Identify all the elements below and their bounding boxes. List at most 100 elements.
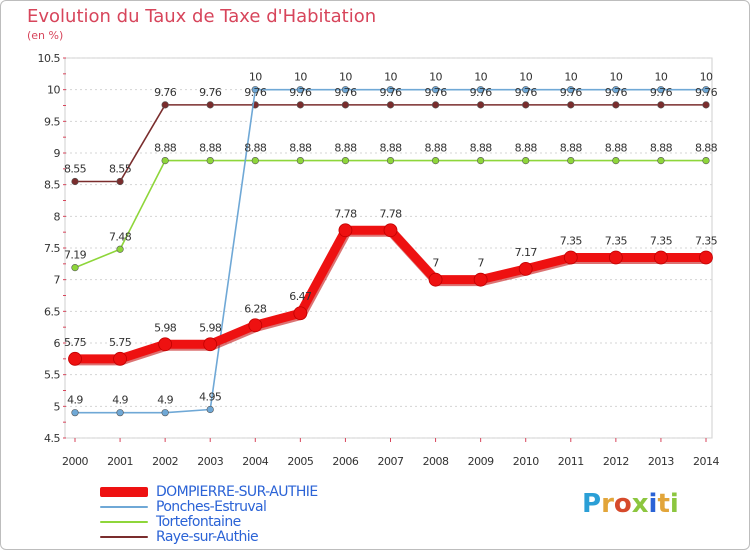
data-point [71, 264, 79, 272]
data-label: 7.48 [109, 230, 132, 243]
data-point [702, 157, 710, 165]
data-point [116, 245, 124, 253]
data-point [161, 157, 169, 165]
data-label: 5.98 [154, 321, 177, 334]
data-label: 8.88 [425, 142, 448, 155]
logo-letter: i [648, 489, 658, 519]
data-label: 8.88 [199, 142, 222, 155]
data-label: 5.75 [109, 336, 132, 349]
data-point [341, 101, 350, 109]
data-label: 10 [564, 71, 577, 84]
data-label: 7.78 [379, 207, 402, 220]
data-point [113, 351, 127, 366]
data-label: 10 [249, 71, 262, 84]
data-point [116, 409, 124, 417]
data-point [477, 101, 485, 109]
data-label: 9.76 [199, 86, 222, 99]
data-label: 8.55 [64, 163, 87, 176]
data-point [203, 337, 218, 352]
logo-letter: x [631, 489, 649, 519]
data-label: 9.76 [605, 86, 628, 99]
data-point [161, 101, 169, 109]
data-label: 9.76 [244, 86, 267, 99]
y-tick-label: 6 [54, 337, 61, 350]
x-tick-label: 2005 [287, 455, 313, 468]
data-label: 4.95 [199, 391, 222, 404]
data-point [386, 86, 395, 94]
y-tick-label: 5 [54, 400, 61, 413]
x-tick-label: 2010 [513, 455, 539, 468]
data-point [251, 157, 259, 165]
data-label: 7.17 [515, 246, 538, 259]
y-tick-label: 4.5 [44, 432, 60, 445]
x-tick-label: 2001 [107, 455, 133, 468]
data-label: 8.88 [650, 142, 673, 155]
data-label: 10 [339, 71, 352, 84]
data-point [567, 101, 575, 109]
y-tick-label: 9.5 [44, 115, 60, 128]
data-label: 10 [474, 71, 487, 84]
chart-title: Evolution du Taux de Taxe d'Habitation [27, 6, 377, 27]
data-point [567, 157, 575, 165]
data-point [161, 409, 169, 417]
data-label: 7 [432, 257, 439, 270]
y-tick-label: 10 [47, 84, 60, 97]
data-point [702, 101, 710, 109]
data-label: 8.88 [560, 142, 583, 155]
x-tick-label: 2013 [648, 455, 674, 468]
data-label: 10 [609, 71, 622, 84]
data-point [386, 101, 395, 109]
logo-letter: r [601, 489, 614, 519]
data-label: 8.88 [289, 142, 312, 155]
data-point [657, 157, 665, 165]
data-point [68, 351, 82, 366]
data-label: 9.76 [334, 86, 357, 99]
data-point [431, 86, 440, 94]
x-tick-label: 2002 [152, 455, 178, 468]
data-label: 7.19 [64, 249, 87, 262]
y-tick-label: 7 [54, 274, 61, 287]
data-label: 7.78 [334, 207, 357, 220]
data-point [477, 157, 485, 165]
x-tick-label: 2012 [603, 455, 629, 468]
y-tick-label: 8.5 [44, 179, 60, 192]
data-point [431, 101, 440, 109]
logo-letter: o [613, 489, 632, 519]
x-tick-label: 2008 [423, 455, 449, 468]
data-point [248, 318, 263, 333]
data-point [341, 86, 350, 94]
data-point [116, 177, 124, 186]
y-tick-label: 8 [54, 210, 61, 223]
legend-swatch-tortefontaine [100, 520, 148, 523]
data-label: 9.76 [695, 86, 718, 99]
data-label: 5.75 [64, 336, 87, 349]
data-point [522, 86, 530, 94]
data-point [654, 250, 668, 265]
data-point [71, 409, 79, 417]
data-label: 7.35 [695, 235, 718, 248]
data-point [699, 250, 713, 265]
data-label: 4.9 [112, 394, 128, 407]
data-label: 5.98 [199, 321, 222, 334]
data-label: 8.88 [379, 142, 402, 155]
data-point [206, 405, 214, 414]
data-label: 9.76 [289, 86, 312, 99]
data-point [522, 157, 530, 165]
data-point [428, 272, 443, 287]
legend-item-dompierre: DOMPIERRE-SUR-AUTHIE [100, 484, 318, 500]
x-tick-label: 2000 [62, 455, 88, 468]
data-point [657, 86, 665, 94]
data-label: 10 [429, 71, 442, 84]
data-point [657, 101, 665, 109]
data-point [522, 101, 530, 109]
data-point [296, 157, 304, 165]
data-label: 7.35 [605, 235, 628, 248]
data-label: 9.76 [470, 86, 493, 99]
data-label: 9.76 [560, 86, 583, 99]
data-label: 7.35 [650, 235, 673, 248]
data-label: 10 [700, 71, 713, 84]
x-tick-label: 2014 [693, 455, 719, 468]
x-tick-label: 2006 [332, 455, 358, 468]
data-point [386, 157, 395, 165]
data-point [612, 86, 620, 94]
